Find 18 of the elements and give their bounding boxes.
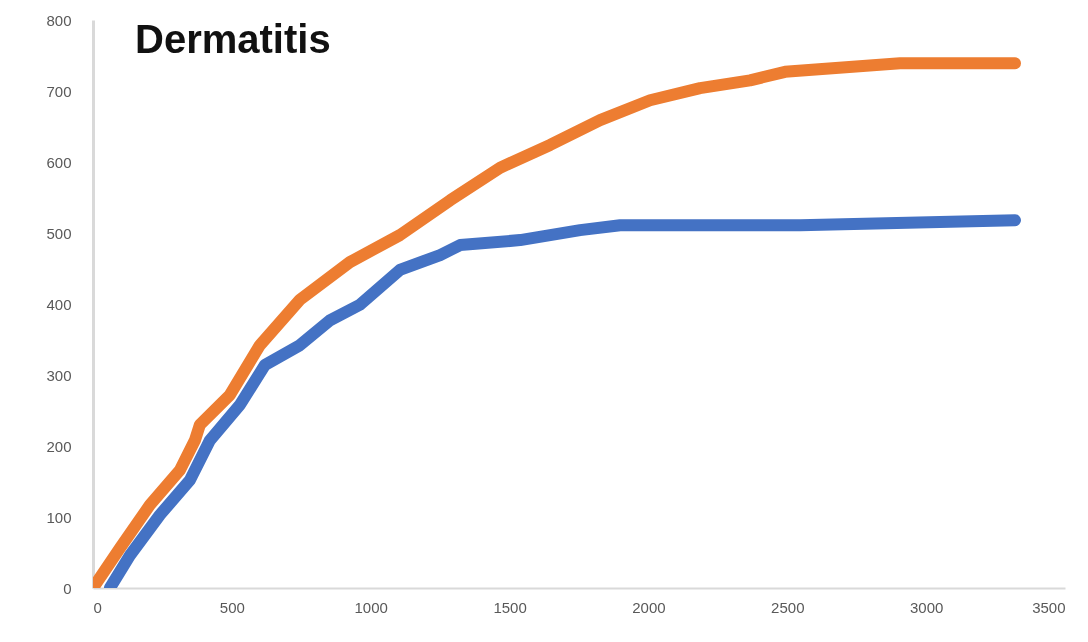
y-tick-label: 300: [46, 366, 72, 384]
x-tick-label: 0: [93, 598, 102, 616]
y-tick-label: 200: [46, 437, 72, 455]
y-tick-label: 0: [63, 579, 72, 597]
y-tick-label: 500: [46, 224, 72, 242]
y-tick-label: 400: [46, 295, 72, 313]
x-tick-label: 2500: [771, 598, 805, 616]
x-tick-label: 1500: [493, 598, 527, 616]
chart-title: Dermatitis: [135, 17, 331, 61]
x-tick-label: 2000: [632, 598, 666, 616]
x-tick-label: 500: [219, 598, 245, 616]
y-tick-label: 700: [46, 82, 72, 100]
x-tick-label: 3500: [1032, 598, 1066, 616]
y-tick-label: 800: [46, 11, 72, 29]
y-tick-label: 600: [46, 153, 72, 171]
x-tick-label: 3000: [909, 598, 944, 616]
x-tick-label: 1000: [354, 598, 388, 616]
y-tick-label: 100: [46, 508, 72, 526]
